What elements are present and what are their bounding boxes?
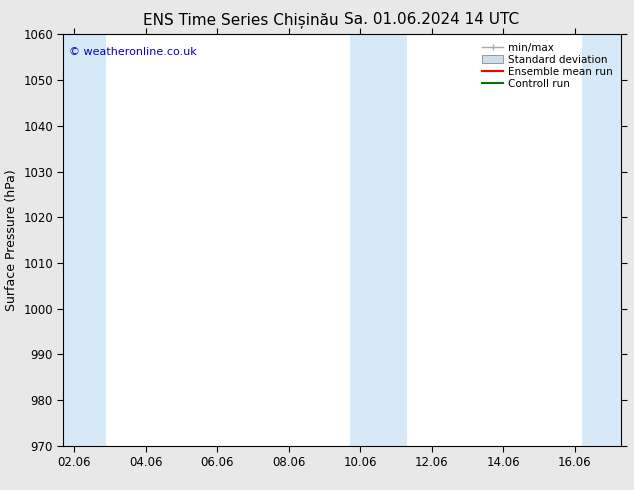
Y-axis label: Surface Pressure (hPa): Surface Pressure (hPa) [4,169,18,311]
Text: © weatheronline.co.uk: © weatheronline.co.uk [69,47,197,57]
Bar [582,34,621,446]
Bar [349,34,407,446]
Bar [63,34,107,446]
Legend: min/max, Standard deviation, Ensemble mean run, Controll run: min/max, Standard deviation, Ensemble me… [479,40,616,92]
Text: ENS Time Series Chișinău: ENS Time Series Chișinău [143,12,339,28]
Text: Sa. 01.06.2024 14 UTC: Sa. 01.06.2024 14 UTC [344,12,519,27]
